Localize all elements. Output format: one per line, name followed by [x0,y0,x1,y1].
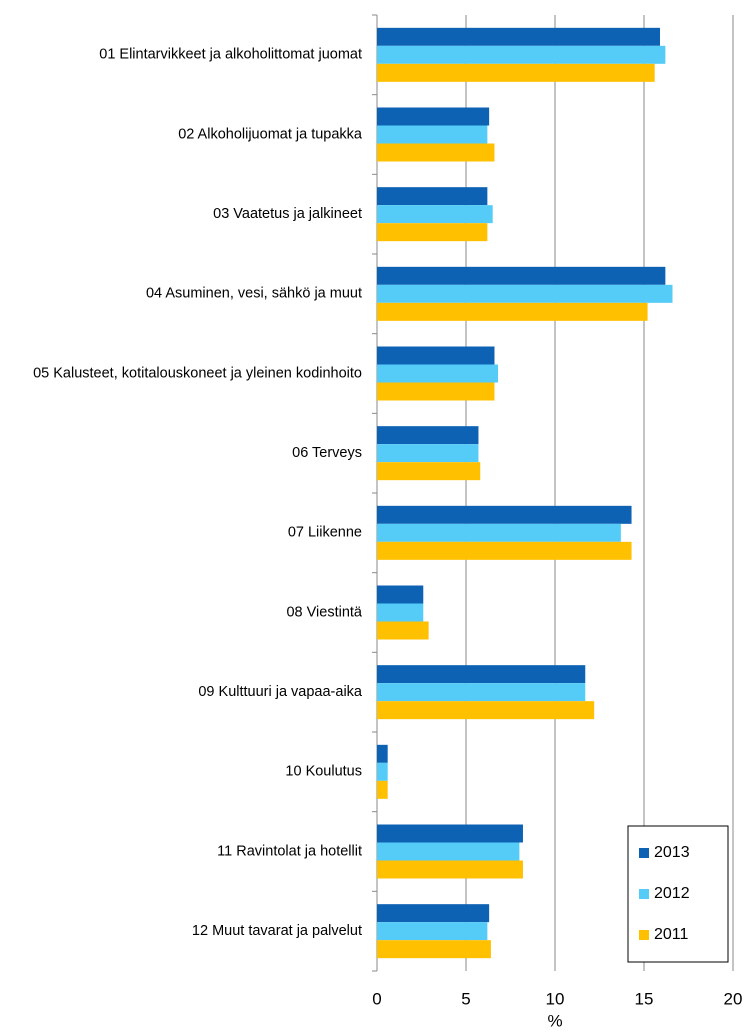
bar [377,541,632,560]
legend-label: 2011 [654,926,689,943]
bar [377,904,490,923]
y-tick-label: 08 Viestintä [286,604,362,620]
bar [377,266,666,285]
bar [377,621,429,640]
bar [377,505,632,524]
bar [377,860,523,879]
y-tick-label: 07 Liikenne [288,525,362,541]
y-tick-label: 05 Kalusteet, kotitalouskoneet ja yleine… [33,365,362,381]
bar [377,426,479,445]
bar [377,842,520,861]
bar [377,284,673,303]
bar [377,107,490,126]
x-tick-label: 5 [461,989,470,1008]
bar [377,205,493,224]
y-tick-label: 11 Ravintolat ja hotellit [217,843,362,859]
bar [377,603,424,622]
bar [377,302,648,321]
bar [377,665,586,684]
legend-label: 2012 [654,885,690,902]
bar [377,462,481,481]
bar [377,382,495,401]
bar [377,444,479,463]
bar [377,223,488,242]
legend-label: 2013 [654,844,690,861]
bar [377,346,495,365]
bar [377,824,523,843]
bar [377,701,595,720]
bar [377,143,495,162]
y-tick-label: 09 Kulttuuri ja vapaa-aika [198,684,363,700]
y-tick-label: 02 Alkoholijuomat ja tupakka [178,126,363,142]
y-tick-label: 04 Asuminen, vesi, sähkö ja muut [146,286,362,302]
y-tick-label: 12 Muut tavarat ja palvelut [192,923,362,939]
bar [377,762,388,781]
x-tick-label: 10 [546,989,565,1008]
bar [377,922,488,941]
legend-swatch [639,889,649,899]
bar [377,364,499,383]
bar [377,45,666,64]
y-tick-label: 01 Elintarvikkeet ja alkoholittomat juom… [99,47,362,63]
x-tick-label: 20 [724,989,743,1008]
bar [377,187,488,206]
bar [377,940,491,959]
bar [377,523,621,542]
y-tick-label: 03 Vaatetus ja jalkineet [213,206,362,222]
x-tick-label: 15 [635,989,654,1008]
legend-swatch [639,848,649,858]
bar [377,585,424,604]
x-axis-label: % [547,1011,562,1030]
bar [377,125,488,144]
y-tick-label: 06 Terveys [292,445,362,461]
legend-swatch [639,930,649,940]
bar [377,63,655,82]
bar [377,744,388,763]
bar [377,683,586,702]
bar [377,780,388,799]
bar [377,27,661,46]
x-tick-label: 0 [372,989,381,1008]
y-tick-label: 10 Koulutus [285,764,362,780]
